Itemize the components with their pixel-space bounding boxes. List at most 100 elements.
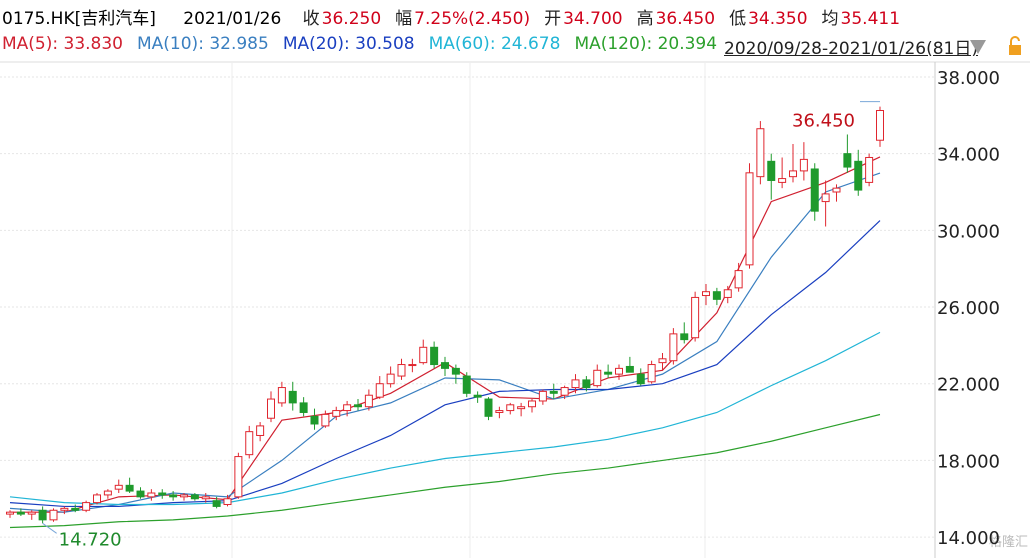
candle-body bbox=[756, 128, 765, 178]
candle-body bbox=[71, 507, 80, 511]
candle-body bbox=[38, 509, 47, 521]
candle-body bbox=[593, 369, 602, 387]
annotation: 36.450 bbox=[792, 111, 855, 132]
y-tick-label: 22.000 bbox=[937, 375, 1000, 396]
candle-body bbox=[451, 367, 460, 375]
candle-body bbox=[636, 373, 645, 385]
legend-entry: MA(10): 32.985 bbox=[137, 34, 269, 54]
candle-body bbox=[419, 346, 428, 364]
field-value: 7.25%(2.450) bbox=[414, 9, 531, 29]
field-label: 低 bbox=[729, 9, 747, 29]
candle-body bbox=[343, 404, 352, 412]
candle-body bbox=[658, 358, 667, 364]
field-label: 均 bbox=[821, 9, 839, 29]
field-value: 34.350 bbox=[748, 9, 808, 29]
field-label: 高 bbox=[636, 9, 654, 29]
y-tick-label: 30.000 bbox=[937, 221, 1000, 242]
field-label: 幅 bbox=[395, 9, 413, 29]
ma-row: MA(5): 33.830 MA(10): 32.985 MA(20): 30.50… bbox=[2, 34, 731, 54]
field-value: 36.250 bbox=[321, 9, 382, 29]
y-tick-label: 18.000 bbox=[937, 451, 1000, 472]
candle-body bbox=[169, 494, 178, 498]
candle-body bbox=[93, 494, 101, 504]
candle-body bbox=[669, 333, 678, 362]
fields: 收 36.250 幅 7.25%(2.450) 开 34.700 高 36.450 低 34.35… bbox=[303, 9, 914, 29]
candle-body bbox=[223, 498, 232, 506]
legend-entry: MA(5): 33.830 bbox=[2, 34, 123, 54]
candle-body bbox=[680, 333, 689, 341]
annotation-line bbox=[42, 522, 57, 534]
candle-body bbox=[473, 394, 482, 398]
candle-body bbox=[810, 168, 819, 212]
candle-body bbox=[180, 494, 188, 498]
candle-body bbox=[277, 387, 286, 404]
candle-body bbox=[702, 291, 710, 297]
candle-body bbox=[767, 160, 776, 181]
candle-body bbox=[212, 500, 221, 507]
candle-body bbox=[538, 390, 547, 402]
quote-row: 0175.HK[吉利汽车] 2021/01/26 收 36.250 幅 7.25%(2… bbox=[2, 4, 920, 29]
candle-body bbox=[517, 406, 526, 410]
y-tick-label: 38.000 bbox=[937, 68, 1000, 89]
header-icons bbox=[970, 36, 1021, 55]
watermark: 格隆汇 bbox=[989, 534, 1028, 550]
candle-body bbox=[462, 375, 471, 394]
candle-body bbox=[375, 383, 384, 398]
y-tick-label: 26.000 bbox=[937, 298, 1000, 319]
annotation: 14.720 bbox=[59, 529, 122, 550]
candle-body bbox=[386, 373, 395, 385]
candle-body bbox=[234, 456, 243, 498]
candle-body bbox=[625, 365, 634, 373]
candle-body bbox=[778, 178, 787, 183]
candle-body bbox=[843, 153, 852, 168]
lock-shackle bbox=[1010, 36, 1020, 45]
candle-body bbox=[354, 404, 362, 408]
candle-body bbox=[723, 289, 732, 298]
candle-body bbox=[321, 413, 330, 427]
candle-body bbox=[125, 484, 134, 492]
candle-body bbox=[876, 110, 884, 141]
candle-body bbox=[441, 362, 449, 369]
field-value: 34.700 bbox=[563, 9, 623, 29]
candle-body bbox=[397, 364, 406, 377]
candle-body bbox=[288, 390, 297, 404]
candle-body bbox=[82, 502, 91, 511]
candle-body bbox=[256, 425, 265, 436]
candle-body bbox=[821, 193, 830, 203]
range-label[interactable]: 2020/09/28-2021/01/26(81日) bbox=[724, 39, 978, 59]
candle-body bbox=[604, 371, 613, 375]
candle-body bbox=[245, 431, 254, 456]
candle-body bbox=[712, 291, 721, 300]
candle-body bbox=[190, 494, 199, 500]
candle-body bbox=[267, 398, 275, 419]
candle-body bbox=[615, 367, 623, 375]
candle-body bbox=[495, 410, 504, 413]
candle-body bbox=[364, 394, 373, 408]
field-label: 收 bbox=[302, 9, 320, 29]
candle-body bbox=[430, 346, 439, 366]
candle-body bbox=[549, 390, 558, 394]
candle-body bbox=[201, 496, 210, 500]
candle-body bbox=[136, 490, 145, 498]
candle-body bbox=[854, 160, 863, 191]
field-value: 36.450 bbox=[655, 9, 716, 29]
candle-body bbox=[114, 484, 123, 490]
ma-line bbox=[9, 220, 881, 508]
candle-body bbox=[832, 187, 841, 193]
legend-entry: MA(120): 20.394 bbox=[574, 34, 718, 54]
dropdown-icon[interactable] bbox=[970, 40, 986, 54]
lock-icon[interactable] bbox=[1009, 45, 1021, 55]
candle-body bbox=[799, 158, 808, 172]
candle-body bbox=[484, 398, 493, 417]
candle-body bbox=[158, 492, 167, 496]
legend-entry: MA(20): 30.508 bbox=[282, 34, 415, 54]
ma-line bbox=[9, 413, 881, 529]
candle-body bbox=[571, 379, 580, 389]
date: 2021/01/26 bbox=[183, 9, 282, 29]
candle-body bbox=[745, 172, 754, 266]
candle-body bbox=[332, 410, 341, 417]
candle-body bbox=[103, 490, 112, 496]
candle-body bbox=[789, 170, 797, 178]
